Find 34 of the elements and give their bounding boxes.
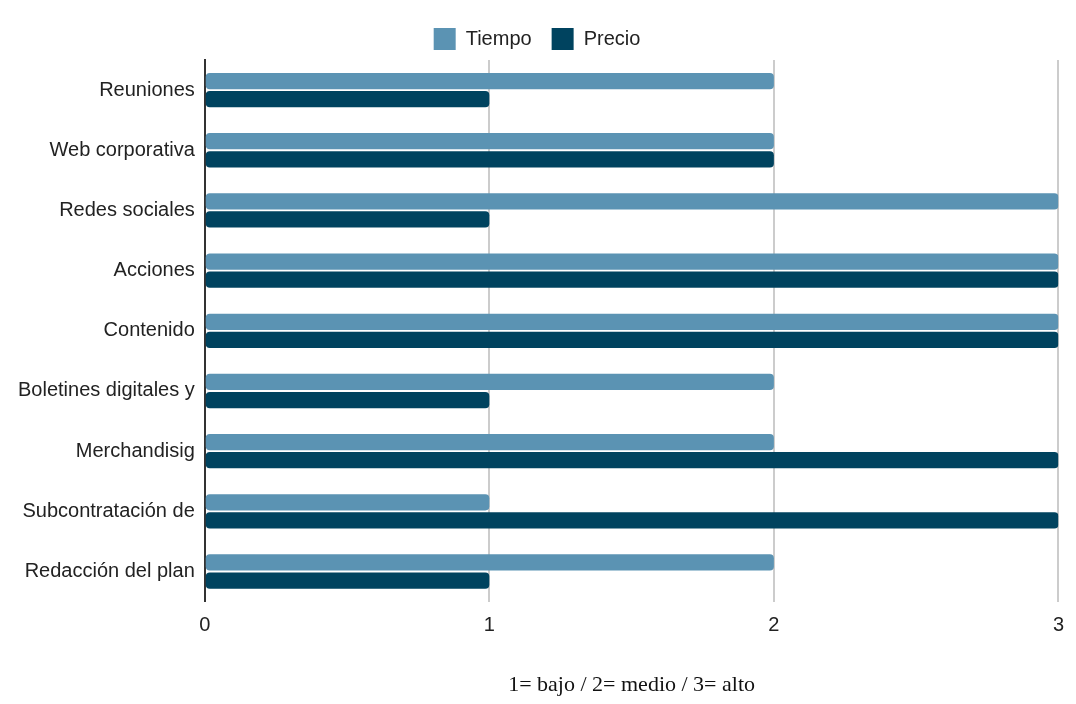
bar xyxy=(205,434,774,451)
bar xyxy=(205,90,490,108)
y-tick-label: Redacción del plan xyxy=(24,559,195,582)
bar xyxy=(205,211,490,228)
x-tick-label: 2 xyxy=(768,613,780,636)
legend-label: Tiempo xyxy=(465,26,532,49)
y-tick-label: Web corporativa xyxy=(49,137,196,160)
y-tick-label: Contenido xyxy=(103,318,195,341)
bar xyxy=(205,253,1059,270)
x-axis-title: 1= bajo / 2= medio / 3= alto xyxy=(508,670,756,696)
y-tick-label: Acciones xyxy=(113,258,195,281)
bar xyxy=(205,193,1059,210)
bar xyxy=(205,494,490,511)
x-tick-label: 0 xyxy=(199,613,211,636)
y-tick-label: Boletines digitales y xyxy=(17,378,195,401)
legend-label: Precio xyxy=(583,26,641,49)
bar xyxy=(205,512,1059,529)
y-tick-label: Reuniones xyxy=(99,77,195,100)
x-tick-label: 1 xyxy=(483,613,495,636)
bar xyxy=(205,554,774,571)
x-tick-label: 3 xyxy=(1052,613,1064,636)
bar xyxy=(205,72,774,90)
y-tick-label: Merchandisig xyxy=(75,438,195,461)
y-tick-label: Redes sociales xyxy=(59,197,195,220)
bar xyxy=(205,452,1059,469)
bar xyxy=(205,313,1059,330)
bar xyxy=(205,151,774,168)
bar xyxy=(205,331,1059,348)
y-tick-label: Subcontratación de xyxy=(22,498,195,521)
bar xyxy=(205,572,490,589)
bar xyxy=(205,133,774,150)
bar xyxy=(205,391,490,409)
bar xyxy=(205,271,1059,288)
bar xyxy=(205,373,774,391)
